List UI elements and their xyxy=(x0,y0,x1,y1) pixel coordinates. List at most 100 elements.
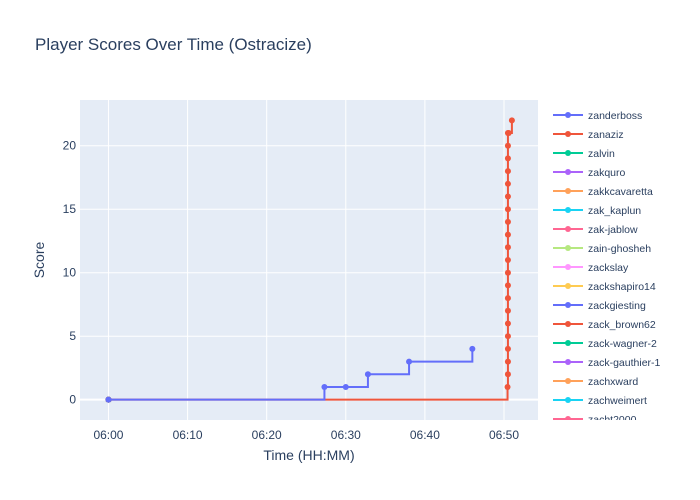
x-tick-label: 06:40 xyxy=(410,428,440,442)
data-point[interactable] xyxy=(406,358,413,365)
data-point[interactable] xyxy=(504,383,511,390)
legend-item[interactable]: zack-gauthier-1 xyxy=(553,357,661,369)
legend-swatch-marker xyxy=(565,321,571,327)
x-tick-label: 06:10 xyxy=(173,428,203,442)
data-point[interactable] xyxy=(504,231,511,238)
legend-label: zakkcavaretta xyxy=(588,186,653,198)
legend-item[interactable]: zachxward xyxy=(553,376,638,388)
data-point[interactable] xyxy=(105,396,112,403)
legend-label: zakquro xyxy=(588,167,626,179)
data-point[interactable] xyxy=(364,371,371,378)
axis-ticks: 06:00 06:10 06:20 06:30 06:40 06:50 0 5 10 15 20 xyxy=(63,139,520,442)
data-point[interactable] xyxy=(504,282,511,289)
data-point[interactable] xyxy=(504,307,511,314)
data-point[interactable] xyxy=(504,168,511,175)
data-point[interactable] xyxy=(504,244,511,251)
legend-item[interactable]: zak-jablow xyxy=(553,224,638,236)
legend-swatch-marker xyxy=(565,112,571,118)
legend-item[interactable]: zalvin xyxy=(553,148,615,160)
y-tick-label: 0 xyxy=(69,393,76,407)
legend-swatch-marker xyxy=(565,264,571,270)
legend-item[interactable]: zain-ghosheh xyxy=(553,243,651,255)
data-point[interactable] xyxy=(504,345,511,352)
chart-title: Player Scores Over Time (Ostracize) xyxy=(35,35,312,54)
legend-swatch-marker xyxy=(565,378,571,384)
legend-label: zackshapiro14 xyxy=(588,281,656,293)
data-point[interactable] xyxy=(469,345,476,352)
y-axis-title: Score xyxy=(31,242,47,279)
legend-item[interactable]: zanaziz xyxy=(553,129,624,141)
legend-item[interactable]: zackslay xyxy=(553,262,629,274)
data-point[interactable] xyxy=(504,257,511,263)
legend-swatch-marker xyxy=(565,188,571,194)
x-tick-label: 06:30 xyxy=(331,428,361,442)
legend-swatch-marker xyxy=(565,169,571,175)
data-point[interactable] xyxy=(505,130,512,137)
legend-swatch-marker xyxy=(565,340,571,346)
x-tick-label: 06:00 xyxy=(93,428,123,442)
legend-swatch-marker xyxy=(565,226,571,232)
data-point[interactable] xyxy=(321,383,328,390)
series-layer xyxy=(105,117,515,403)
legend-item[interactable]: zackgiesting xyxy=(553,300,646,312)
legend-swatch-marker xyxy=(565,150,571,156)
legend-swatch-marker xyxy=(565,131,571,137)
data-point[interactable] xyxy=(504,142,511,149)
data-point[interactable] xyxy=(504,358,511,365)
legend-item[interactable]: zack-wagner-2 xyxy=(553,338,657,350)
plot-area xyxy=(80,100,538,420)
legend-label: zanderboss xyxy=(588,110,642,122)
data-point[interactable] xyxy=(504,295,511,302)
legend-item[interactable]: zakquro xyxy=(553,167,626,179)
legend-label: zack_brown62 xyxy=(588,319,656,331)
data-point[interactable] xyxy=(504,218,511,225)
legend-label: zachweimert xyxy=(588,395,647,407)
data-point[interactable] xyxy=(508,117,515,124)
data-point[interactable] xyxy=(504,180,511,187)
legend-item[interactable]: zack_brown62 xyxy=(553,319,656,331)
data-point[interactable] xyxy=(504,269,511,276)
x-tick-label: 06:20 xyxy=(252,428,282,442)
data-point[interactable] xyxy=(504,155,511,162)
legend-label: zack-gauthier-1 xyxy=(588,357,661,369)
legend-label: zackgiesting xyxy=(588,300,646,312)
data-point[interactable] xyxy=(504,320,511,327)
data-point[interactable] xyxy=(504,206,511,213)
legend[interactable]: zanderboss zanaziz zalvin zakquro zakkcavare… xyxy=(553,110,661,426)
data-point[interactable] xyxy=(504,193,511,200)
y-tick-label: 20 xyxy=(63,139,77,153)
legend-label: zain-ghosheh xyxy=(588,243,651,255)
legend-swatch-marker xyxy=(565,397,571,403)
data-point[interactable] xyxy=(342,383,349,390)
x-tick-label: 06:50 xyxy=(489,428,519,442)
legend-label: zacht2000 xyxy=(588,414,637,426)
legend-label: zackslay xyxy=(588,262,629,274)
legend-swatch-marker xyxy=(565,283,571,289)
y-tick-label: 5 xyxy=(69,329,76,343)
legend-label: zalvin xyxy=(588,148,615,160)
x-axis-title: Time (HH:MM) xyxy=(263,447,354,463)
series-line xyxy=(108,348,474,401)
legend-swatch-marker xyxy=(565,302,571,308)
legend-item[interactable]: zak_kaplun xyxy=(553,205,641,217)
legend-label: zak-jablow xyxy=(588,224,638,236)
legend-swatch-marker xyxy=(565,416,571,420)
legend-swatch-marker xyxy=(565,359,571,365)
legend-swatch-marker xyxy=(565,207,571,213)
legend-label: zachxward xyxy=(588,376,638,388)
legend-item[interactable]: zackshapiro14 xyxy=(553,281,656,293)
series-zanaziz xyxy=(105,117,515,403)
legend-item[interactable]: zacht2000 xyxy=(553,414,637,426)
legend-item[interactable]: zachweimert xyxy=(553,395,647,407)
series-zanderboss xyxy=(105,345,476,403)
legend-label: zak_kaplun xyxy=(588,205,641,217)
legend-item[interactable]: zanderboss xyxy=(553,110,642,122)
data-point[interactable] xyxy=(504,333,511,340)
y-tick-label: 15 xyxy=(63,202,77,216)
y-tick-label: 10 xyxy=(63,266,77,280)
legend-item[interactable]: zakkcavaretta xyxy=(553,186,653,198)
legend-label: zanaziz xyxy=(588,129,624,141)
data-point[interactable] xyxy=(504,371,511,378)
